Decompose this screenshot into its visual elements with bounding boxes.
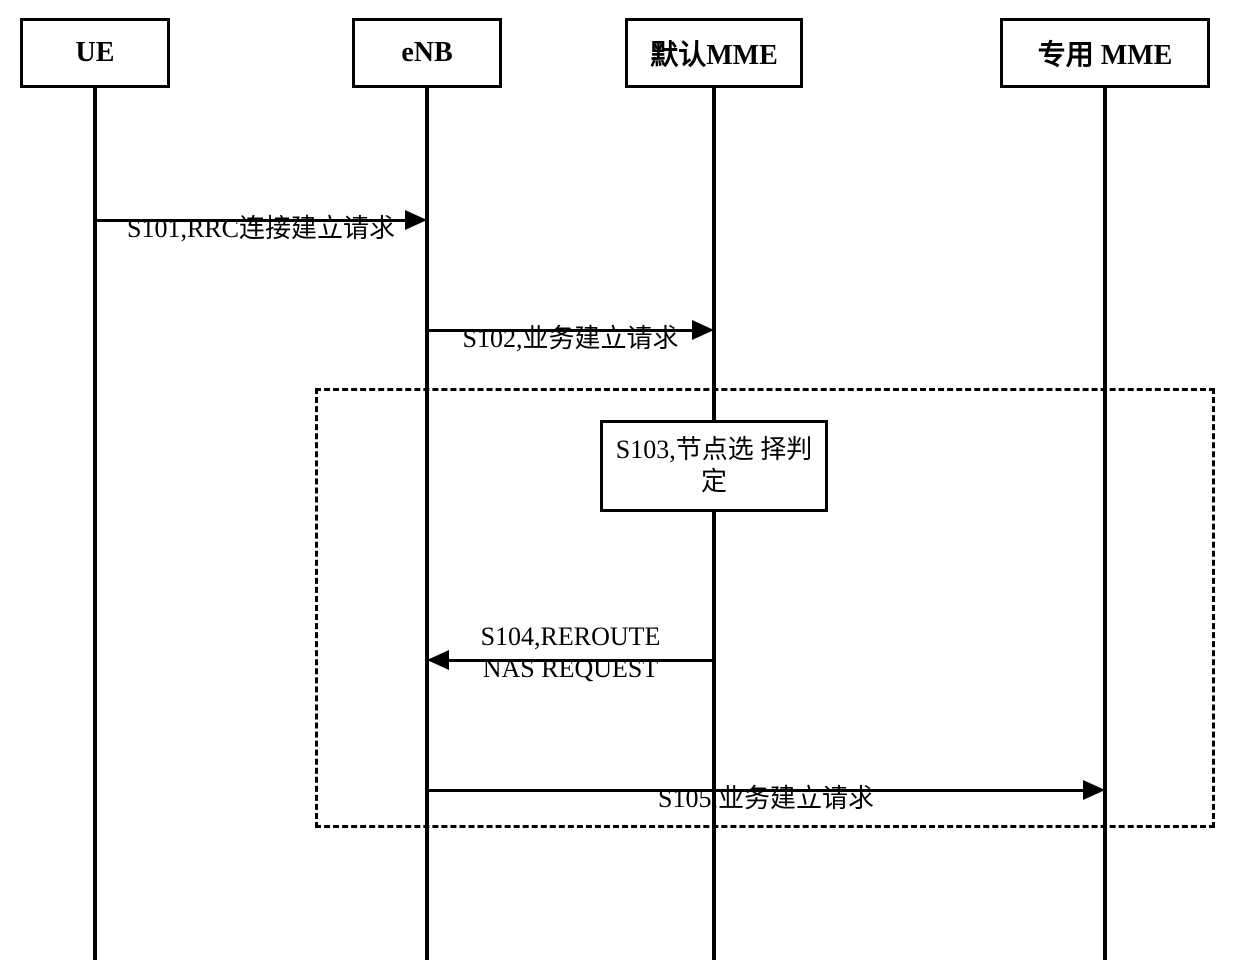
participant-enb: eNB	[352, 18, 502, 88]
label-s104: S104,REROUTE NAS REQUEST	[427, 588, 714, 686]
sequence-diagram: UE eNB 默认MME 专用 MME S101,RRC连接建立请求 S102,…	[0, 0, 1240, 971]
participant-mme-dedicated-label: 专用 MME	[1038, 33, 1173, 73]
participant-enb-label: eNB	[401, 37, 452, 69]
participant-mme-default-label: 默认MME	[650, 33, 778, 73]
process-s103-label: S103,节点选 择判定	[603, 434, 825, 499]
participant-ue: UE	[20, 18, 170, 88]
participant-mme-default: 默认MME	[625, 18, 803, 88]
participant-ue-label: UE	[76, 37, 115, 69]
label-s101: S101,RRC连接建立请求	[95, 180, 427, 245]
participant-mme-dedicated: 专用 MME	[1000, 18, 1210, 88]
label-s105: S105,业务建立请求	[427, 750, 1105, 815]
label-s102: S102,业务建立请求	[427, 290, 714, 355]
process-s103: S103,节点选 择判定	[600, 420, 828, 512]
